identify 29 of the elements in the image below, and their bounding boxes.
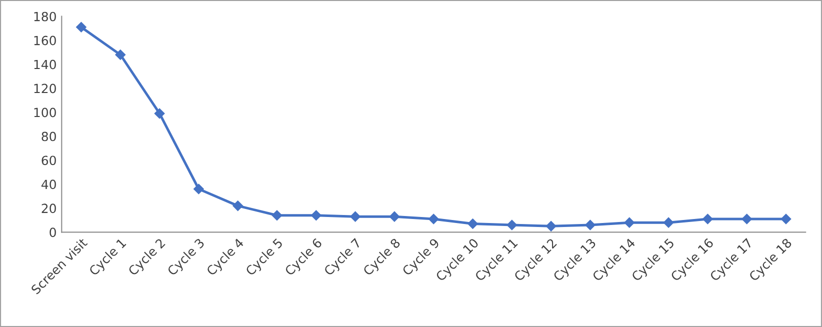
y-tick-label: 80: [42, 132, 56, 142]
y-tick-label: 140: [34, 60, 56, 70]
point: [663, 217, 674, 228]
point: [702, 214, 713, 224]
point: [311, 210, 322, 220]
y-tick-label: 120: [34, 84, 56, 94]
point: [272, 210, 282, 220]
point: [76, 22, 86, 32]
point: [115, 50, 126, 60]
y-tick-label: 180: [34, 12, 56, 22]
point: [232, 200, 243, 211]
y-tick-label: 160: [34, 36, 56, 46]
point: [742, 214, 752, 224]
point: [389, 211, 400, 222]
y-tick-label: 20: [42, 204, 56, 214]
point: [350, 211, 360, 222]
point: [780, 214, 792, 224]
point: [194, 184, 204, 194]
point: [428, 214, 439, 224]
y-tick-label: 40: [41, 180, 56, 190]
point: [154, 108, 165, 119]
y-tick-label: 60: [42, 156, 56, 166]
point: [506, 220, 518, 230]
y-tick-label: 100: [34, 108, 56, 118]
point: [546, 221, 556, 232]
point: [585, 220, 596, 230]
point: [624, 217, 634, 228]
y-tick-label: 0: [50, 228, 56, 238]
point: [468, 218, 478, 229]
